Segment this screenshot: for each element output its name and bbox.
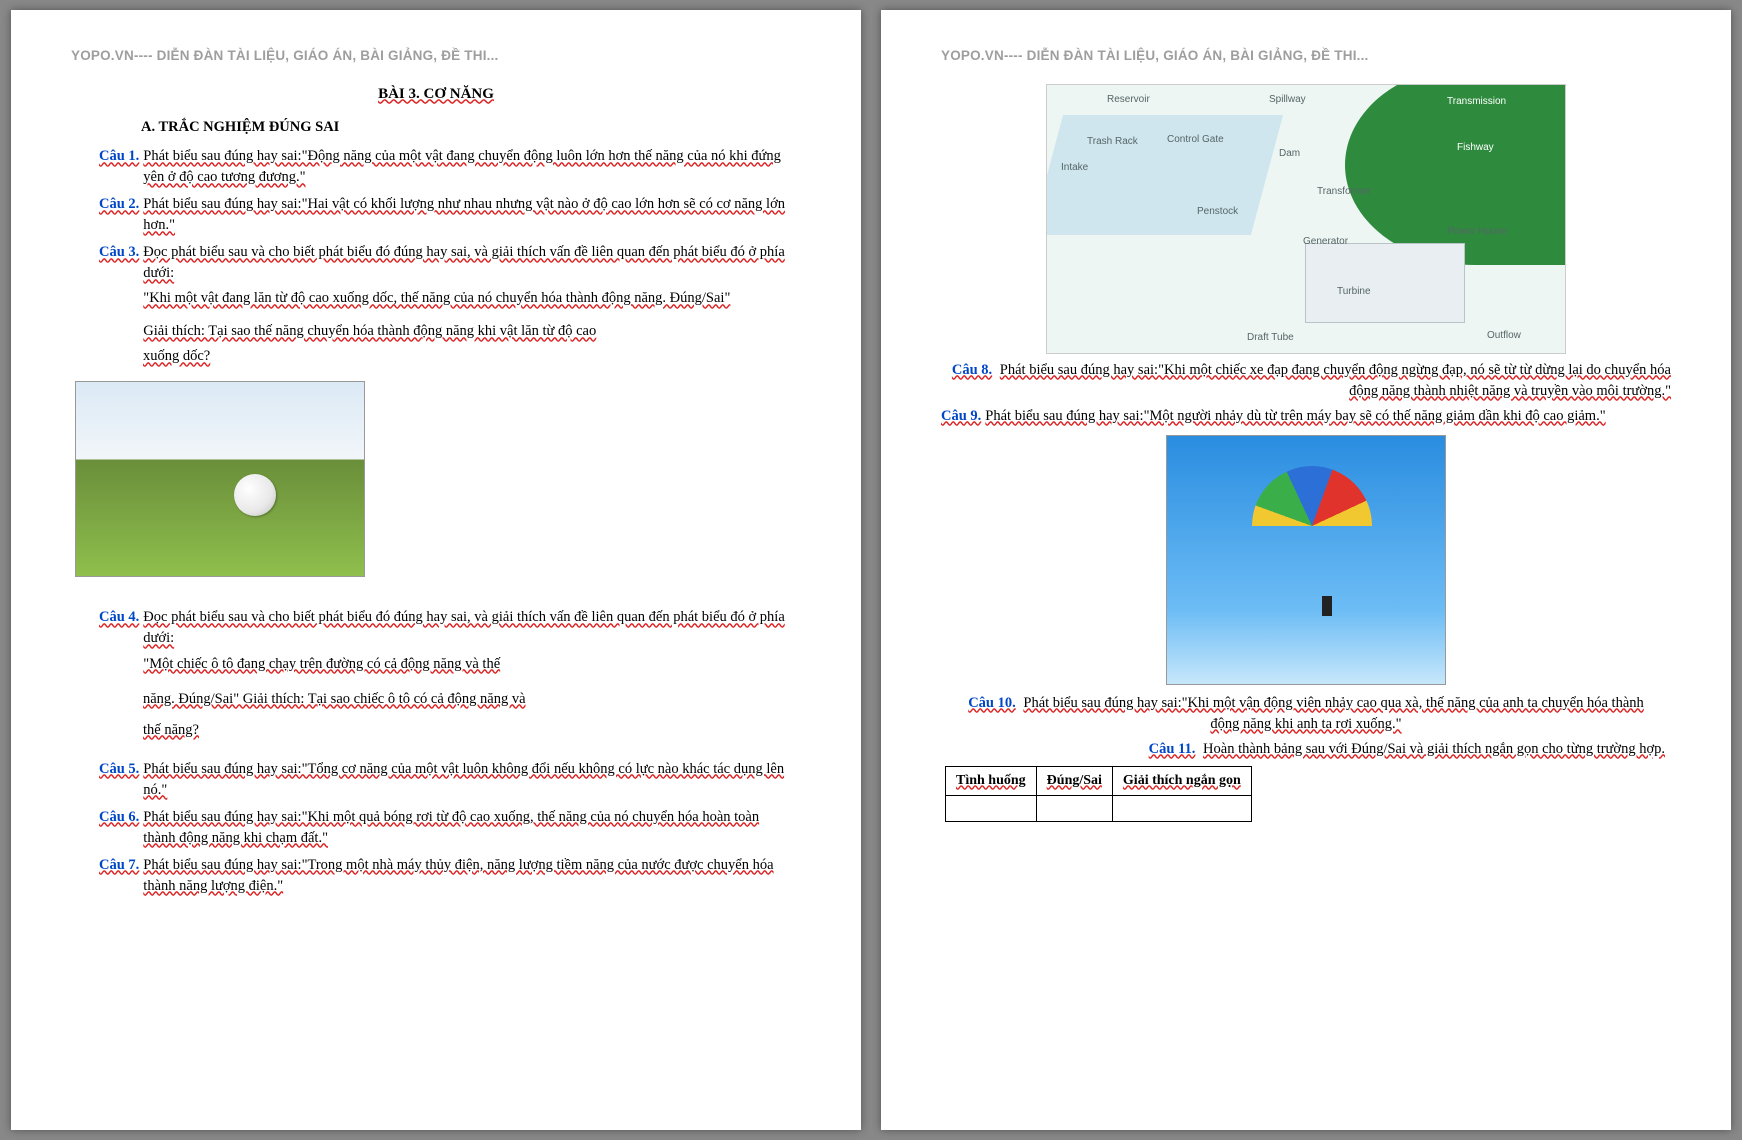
image-parachute xyxy=(1166,435,1446,685)
q5-label: Câu 5. xyxy=(99,759,139,801)
q10-block: Câu 10. Phát biểu sau đúng hay sai:"Khi … xyxy=(941,693,1671,735)
lbl-intake: Intake xyxy=(1061,161,1088,176)
q9-label: Câu 9. xyxy=(941,406,981,427)
q2-body: Phát biểu sau đúng hay sai:"Hai vật có k… xyxy=(143,194,801,236)
t11-h3: Giải thích ngắn gọn xyxy=(1123,773,1241,788)
page-2: YOPO.VN---- DIỄN ĐÀN TÀI LIỆU, GIÁO ÁN, … xyxy=(881,10,1731,1130)
parachute-canopy xyxy=(1252,466,1372,526)
q2-label: Câu 2. xyxy=(99,194,139,236)
lbl-draft: Draft Tube xyxy=(1247,331,1294,346)
q11-label: Câu 11. xyxy=(1149,741,1196,757)
q6-label: Câu 6. xyxy=(99,807,139,849)
q5-body: Phát biểu sau đúng hay sai:"Tổng cơ năng… xyxy=(143,759,801,801)
lbl-trash: Trash Rack xyxy=(1087,135,1138,150)
q4-line3: năng. Đúng/Sai" Giải thích: Tại sao chiế… xyxy=(143,691,526,707)
lbl-transmission: Transmission xyxy=(1447,95,1506,110)
lbl-spillway: Spillway xyxy=(1269,93,1306,108)
q4-body: Đọc phát biểu sau và cho biết phát biểu … xyxy=(143,607,801,678)
zorb-ball xyxy=(234,474,276,516)
lbl-powerhouse: Power House xyxy=(1447,225,1507,240)
q8-body: Phát biểu sau đúng hay sai:"Khi một chiế… xyxy=(1000,362,1671,399)
image-zorb-hill xyxy=(75,381,365,577)
parachute-person xyxy=(1322,596,1332,616)
q3-label: Câu 3. xyxy=(99,242,139,346)
table-q11: Tình huống Đúng/Sai Giải thích ngắn gọn xyxy=(945,766,1252,822)
q8-label: Câu 8. xyxy=(952,362,992,378)
q7-label: Câu 7. xyxy=(99,855,139,897)
hydropower-diagram: Reservoir Trash Rack Intake Control Gate… xyxy=(1046,84,1566,354)
header-note: YOPO.VN---- DIỄN ĐÀN TÀI LIỆU, GIÁO ÁN, … xyxy=(71,46,801,66)
q6-body: Phát biểu sau đúng hay sai:"Khi một quả … xyxy=(143,807,801,849)
page-1: YOPO.VN---- DIỄN ĐÀN TÀI LIỆU, GIÁO ÁN, … xyxy=(11,10,861,1130)
q10-body: Phát biểu sau đúng hay sai:"Khi một vận … xyxy=(1023,695,1643,732)
q7-body: Phát biểu sau đúng hay sai:"Trong một nh… xyxy=(143,855,801,897)
t11-h2: Đúng/Sai xyxy=(1047,773,1102,788)
q3-body: Đọc phát biểu sau và cho biết phát biểu … xyxy=(143,242,801,346)
t11-h1: Tình huống xyxy=(956,773,1026,788)
q11-block: Câu 11. Hoàn thành bảng sau với Đúng/Sai… xyxy=(941,739,1671,760)
lbl-reservoir: Reservoir xyxy=(1107,93,1150,108)
q9-block: Câu 9. Phát biểu sau đúng hay sai:"Một n… xyxy=(941,406,1671,427)
header-note-2: YOPO.VN---- DIỄN ĐÀN TÀI LIỆU, GIÁO ÁN, … xyxy=(941,46,1671,66)
lbl-outflow: Outflow xyxy=(1487,329,1521,344)
lbl-transformer: Transformer xyxy=(1317,185,1371,200)
q3-line4: xuống dốc? xyxy=(143,348,210,364)
q4-label: Câu 4. xyxy=(99,607,139,678)
section-title-a: A. TRẮC NGHIỆM ĐÚNG SAI xyxy=(141,117,801,138)
q11-body: Hoàn thành bảng sau với Đúng/Sai và giải… xyxy=(1203,741,1665,757)
q8-block: Câu 8. Phát biểu sau đúng hay sai:"Khi m… xyxy=(941,360,1671,402)
q1-label: Câu 1. xyxy=(99,146,139,188)
lbl-penstock: Penstock xyxy=(1197,205,1238,220)
q4-line4: thế năng? xyxy=(143,722,199,738)
lbl-dam: Dam xyxy=(1279,147,1300,162)
q10-label: Câu 10. xyxy=(968,695,1016,711)
q1-body: Phát biểu sau đúng hay sai:"Động năng củ… xyxy=(143,146,801,188)
lbl-fishway: Fishway xyxy=(1457,141,1494,156)
q9-body: Phát biểu sau đúng hay sai:"Một người nh… xyxy=(985,408,1605,424)
lbl-turbine: Turbine xyxy=(1337,285,1371,300)
lesson-title: BÀI 3. CƠ NĂNG xyxy=(71,84,801,106)
lbl-generator: Generator xyxy=(1303,235,1348,250)
lbl-control: Control Gate xyxy=(1167,133,1224,148)
